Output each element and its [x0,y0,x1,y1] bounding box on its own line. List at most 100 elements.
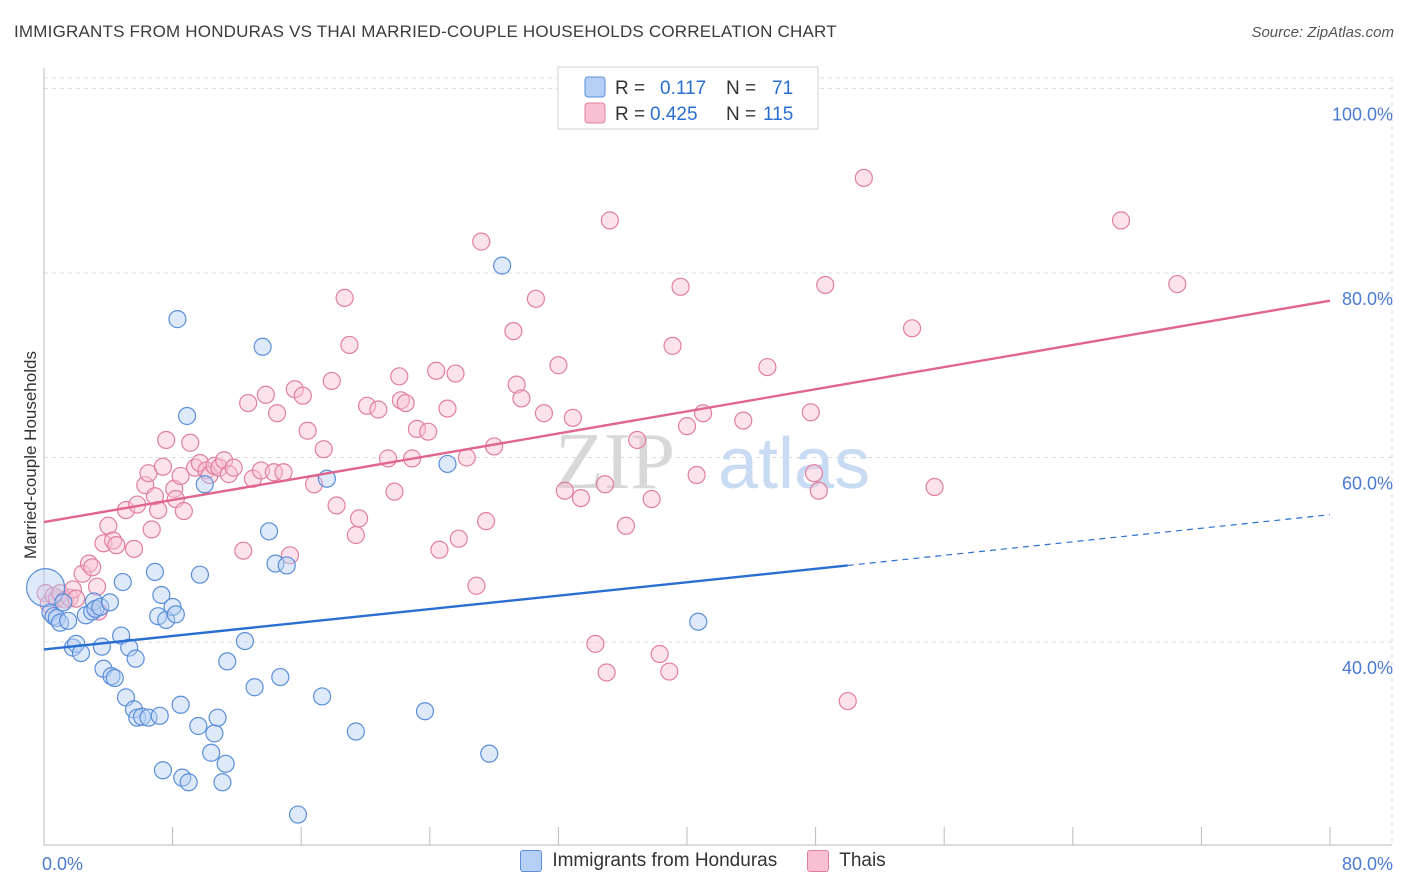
honduras-point [102,667,121,686]
legend-r-label-1: R = [615,78,645,99]
thai-point [407,419,427,438]
thai-point [280,546,300,565]
legend-swatch-honduras [584,76,606,98]
thai-point [642,489,661,509]
thai-point [472,232,491,251]
honduras-point [54,593,73,612]
thai-point [427,361,446,380]
honduras-point [218,652,237,671]
honduras-point [150,706,169,725]
thai-point [438,399,457,418]
honduras-point [253,337,272,356]
thai-point [83,558,102,577]
axes [43,68,1392,846]
thai-point [628,430,647,450]
thai-point [153,457,173,476]
honduras-point [259,522,279,541]
thai-point [419,422,438,441]
thai-point [267,404,287,423]
thai-point [663,336,682,355]
thai-point [346,525,365,545]
thai-point [234,541,253,560]
honduras-point [205,724,224,743]
thai-point [446,364,465,383]
thai-point [801,403,820,422]
thai-point [586,634,605,653]
thai-point [322,371,341,391]
bottom-legend-swatch-thais [807,850,830,872]
thai-point [124,539,144,558]
watermark-atlas: atlas [718,424,870,504]
honduras-point [105,668,124,688]
thai-point [571,488,591,508]
honduras-point [277,556,296,575]
honduras-point [195,475,214,494]
thai-point [925,477,944,497]
y-tick-labels: 40.0% 60.0% 80.0% 100.0% [1332,104,1393,678]
legend-r-value-1: 0.117 [660,78,706,99]
honduras-point [67,634,86,653]
thai-point [335,288,354,307]
legend-r-value-2: 0.425 [650,104,698,125]
honduras-point [438,454,457,474]
legend-n-value-2: 115 [763,104,793,125]
legend-n-value-1: 71 [772,78,793,99]
honduras-point [168,310,187,329]
honduras-point [190,565,210,584]
thai-point [340,335,359,355]
honduras-point [208,708,227,727]
series-honduras-points [26,256,708,824]
thai-point [214,451,234,470]
honduras-point [166,605,185,624]
thai-point [99,516,118,535]
honduras-point [145,562,165,582]
bottom-legend-label-thais: Thais [839,850,886,871]
thai-point [457,448,476,467]
y-tick-label-40: 40.0% [1342,658,1393,678]
thai-point [73,564,92,583]
legend-swatch-thais [584,102,606,124]
thai-point [314,440,333,459]
honduras-point [153,761,173,780]
thai-point [369,400,388,419]
honduras-point [271,667,290,687]
thai-point [390,367,409,386]
thai-point [142,520,161,539]
thai-point [687,465,706,485]
thai-point [239,393,258,413]
x-tick-label-min: 0.0% [42,854,83,874]
thai-point [476,512,496,531]
thai-point [181,433,200,452]
honduras-point [346,722,365,741]
honduras-point [689,612,708,631]
thai-point [157,430,176,450]
trend-line-honduras [43,564,848,651]
thai-point [595,475,615,494]
thai-point [449,529,468,548]
thai-point [327,496,346,515]
legend-n-label-1: N = [726,78,756,99]
honduras-point [493,256,512,275]
thai-point [1168,274,1187,294]
x-tick-label-max: 80.0% [1342,854,1393,874]
bottom-legend-swatch-honduras [520,850,543,872]
thai-point [616,516,636,535]
honduras-point [91,597,110,617]
thai-point [391,391,410,410]
thai-point [677,417,697,436]
thai-point [526,289,545,308]
thai-point [349,509,369,528]
thai-point [293,386,312,405]
honduras-point [216,754,235,773]
trend-line-honduras-extension [847,514,1331,567]
thai-point [534,404,554,423]
thai-point [107,536,126,555]
y-tick-label-60: 60.0% [1342,474,1393,494]
honduras-point [92,637,111,656]
bottom-legend-item-thais: Thais [807,850,886,872]
chart-title: IMMIGRANTS FROM HONDURAS VS THAI MARRIED… [14,22,837,41]
thai-point [549,356,568,375]
thai-point [171,466,190,486]
thai-point [174,501,193,521]
thai-point [274,463,293,482]
